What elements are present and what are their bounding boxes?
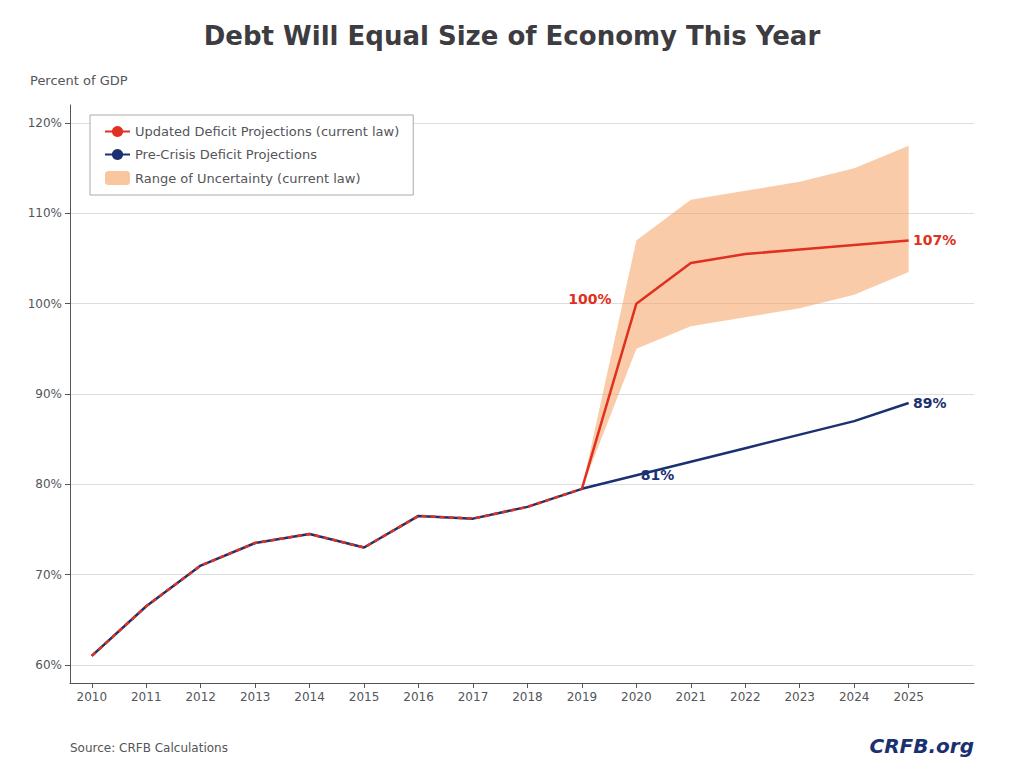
svg-text:120%: 120% — [28, 116, 62, 130]
svg-text:2018: 2018 — [512, 690, 543, 704]
svg-text:2021: 2021 — [676, 690, 707, 704]
svg-text:100%: 100% — [568, 291, 611, 307]
svg-text:110%: 110% — [28, 206, 62, 220]
svg-text:Percent of GDP: Percent of GDP — [30, 73, 128, 88]
svg-text:Updated Deficit Projections (c: Updated Deficit Projections (current law… — [135, 124, 399, 139]
svg-text:2024: 2024 — [839, 690, 870, 704]
svg-text:2014: 2014 — [294, 690, 325, 704]
svg-text:2011: 2011 — [131, 690, 162, 704]
svg-text:2016: 2016 — [403, 690, 434, 704]
svg-text:2019: 2019 — [567, 690, 598, 704]
svg-text:89%: 89% — [913, 395, 947, 411]
svg-text:Debt Will Equal Size of Econom: Debt Will Equal Size of Economy This Yea… — [204, 21, 821, 51]
svg-text:60%: 60% — [35, 658, 62, 672]
svg-text:2022: 2022 — [730, 690, 761, 704]
svg-text:2015: 2015 — [349, 690, 380, 704]
svg-text:80%: 80% — [35, 477, 62, 491]
svg-text:2012: 2012 — [185, 690, 216, 704]
svg-text:107%: 107% — [913, 232, 956, 248]
svg-text:2017: 2017 — [458, 690, 489, 704]
svg-text:CRFB.org: CRFB.org — [869, 734, 974, 758]
svg-text:90%: 90% — [35, 387, 62, 401]
svg-text:Range of Uncertainty (current: Range of Uncertainty (current law) — [135, 171, 360, 186]
svg-text:2013: 2013 — [240, 690, 271, 704]
svg-text:2023: 2023 — [784, 690, 815, 704]
svg-text:2020: 2020 — [621, 690, 652, 704]
svg-text:100%: 100% — [28, 297, 62, 311]
svg-text:Pre-Crisis Deficit Projections: Pre-Crisis Deficit Projections — [135, 147, 317, 162]
svg-text:2025: 2025 — [893, 690, 924, 704]
svg-text:2010: 2010 — [77, 690, 108, 704]
svg-text:70%: 70% — [35, 568, 62, 582]
svg-text:81%: 81% — [641, 467, 675, 483]
svg-text:Source: CRFB Calculations: Source: CRFB Calculations — [70, 741, 228, 755]
